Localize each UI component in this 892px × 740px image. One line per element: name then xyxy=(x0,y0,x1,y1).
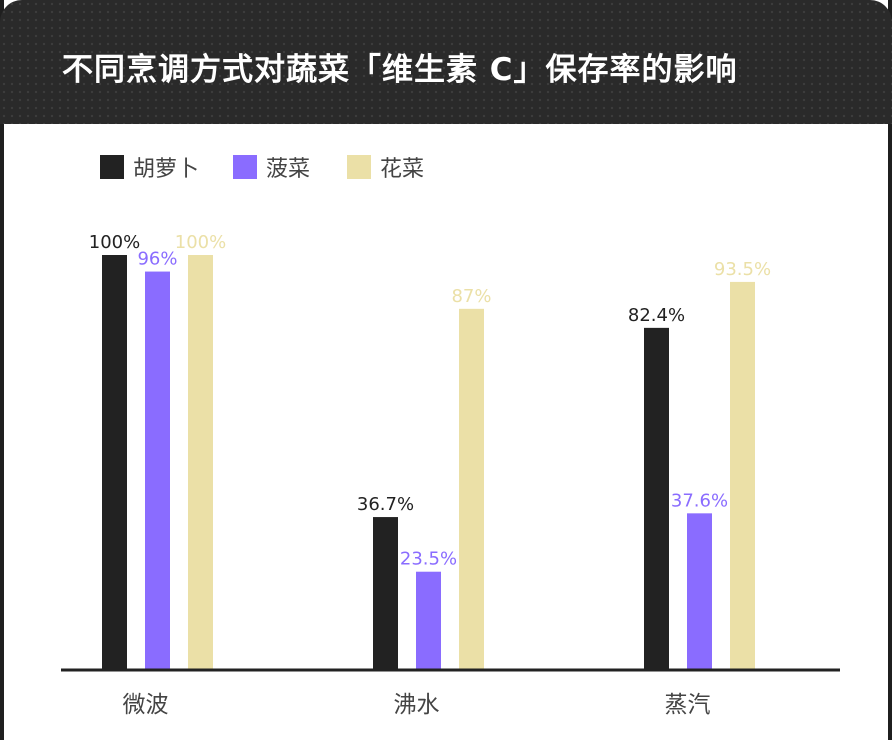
bar-1-1 xyxy=(416,571,441,669)
data-label-0-0: 100% xyxy=(89,232,140,253)
bar-0-2 xyxy=(644,327,669,669)
data-label-2-0: 100% xyxy=(175,232,226,253)
data-label-2-2: 93.5% xyxy=(714,259,771,280)
data-label-1-1: 23.5% xyxy=(400,549,457,570)
title-banner: 不同烹调方式对蔬菜「维生素 C」保存率的影响 xyxy=(0,0,892,124)
bar-1-0 xyxy=(145,271,170,669)
chart-title: 不同烹调方式对蔬菜「维生素 C」保存率的影响 xyxy=(62,52,738,88)
bar-0-1 xyxy=(373,517,398,669)
x-tick-label-1: 沸水 xyxy=(394,692,440,718)
bar-0-0 xyxy=(102,255,127,669)
legend-swatch-2 xyxy=(347,155,371,179)
legend-label-0: 胡萝卜 xyxy=(133,157,199,182)
data-label-1-2: 37.6% xyxy=(671,490,728,511)
legend-swatch-1 xyxy=(233,155,257,179)
data-label-0-1: 36.7% xyxy=(357,494,414,515)
x-tick-label-0: 微波 xyxy=(123,692,169,718)
bar-2-1 xyxy=(459,308,484,669)
bar-2-0 xyxy=(188,255,213,669)
data-label-2-1: 87% xyxy=(451,286,491,307)
legend-label-1: 菠菜 xyxy=(266,157,310,182)
bar-2-2 xyxy=(730,281,755,669)
legend-label-2: 花菜 xyxy=(380,157,424,182)
data-label-0-2: 82.4% xyxy=(628,305,685,326)
x-tick-label-2: 蒸汽 xyxy=(665,692,711,718)
legend-swatch-0 xyxy=(100,155,124,179)
data-label-1-0: 96% xyxy=(137,249,177,270)
bar-1-2 xyxy=(687,513,712,669)
